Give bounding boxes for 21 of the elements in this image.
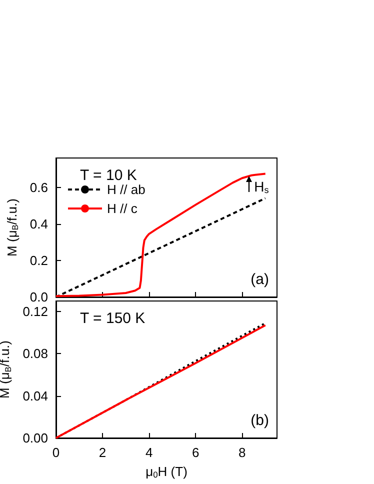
- y-tick-label: 0.00: [22, 430, 48, 446]
- annotation: (a): [250, 271, 269, 288]
- y-tick-label: 0.12: [22, 304, 48, 320]
- y-tick-label: 0.6: [30, 180, 48, 195]
- annotation: (b): [250, 412, 269, 429]
- annotation: T = 150 K: [80, 310, 146, 327]
- y-axis-title: M (μB/f.u.): [0, 340, 13, 398]
- y-axis-title: M (μB/f.u.): [4, 198, 20, 256]
- x-tick-label: 2: [98, 445, 106, 460]
- y-tick-label: 0.2: [30, 252, 48, 268]
- y-tick-label: 0.0: [30, 290, 48, 304]
- x-tick-label: 8: [238, 445, 246, 460]
- legend-label: H // c: [107, 201, 138, 216]
- y-tick-label: 0.08: [22, 346, 48, 362]
- y-tick-label: 0.4: [30, 216, 48, 232]
- annotation: T = 10 K: [80, 167, 137, 184]
- y-tick-label: 0.04: [22, 388, 48, 404]
- x-tick-label: 0: [52, 445, 60, 460]
- legend-label: H // ab: [107, 182, 146, 197]
- x-tick-label: 4: [145, 445, 153, 460]
- x-tick-label: 6: [192, 445, 200, 460]
